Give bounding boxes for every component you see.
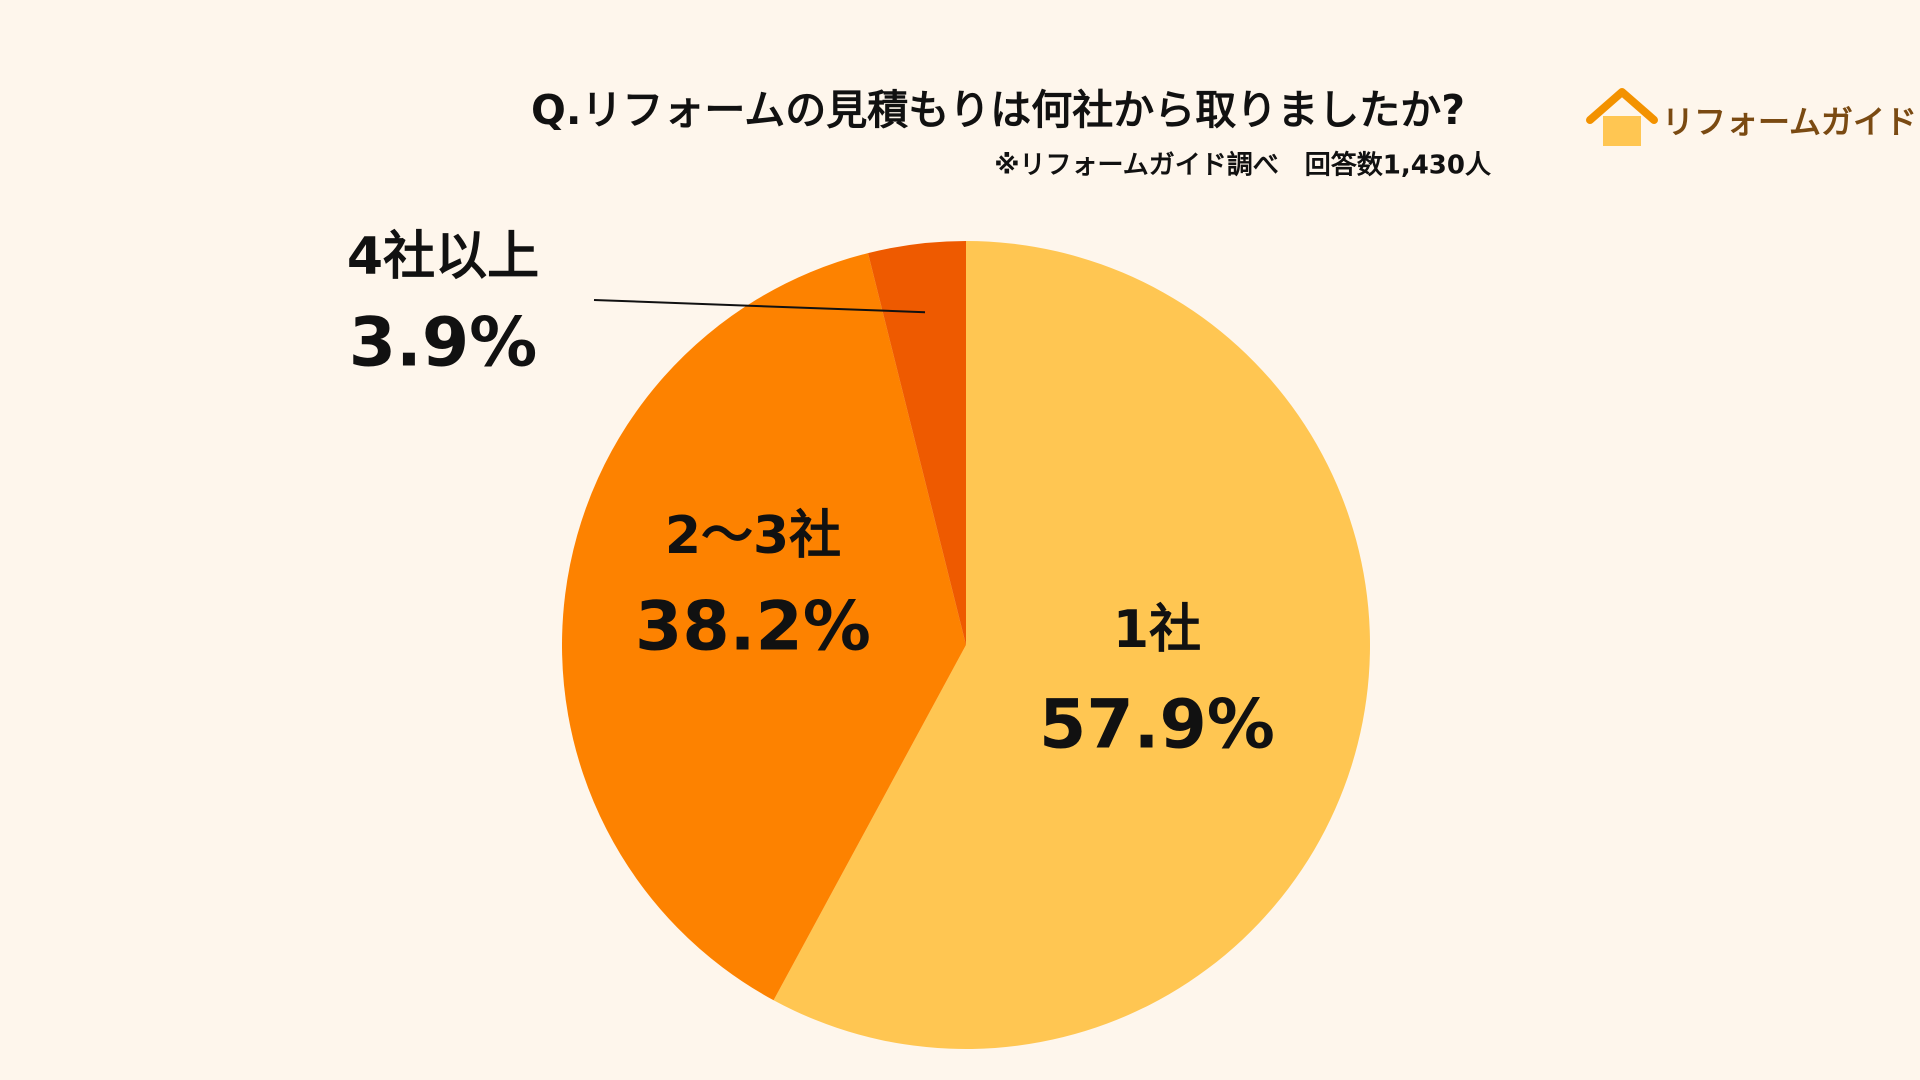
slice-value-label: 3.9% — [349, 304, 538, 383]
slice-category-label: 1社 — [1113, 600, 1201, 660]
slice-category-label: 4社以上 — [347, 227, 539, 287]
chart-subtitle: ※リフォームガイド調べ 回答数1,430人 — [994, 150, 1491, 181]
pie-slice — [773, 241, 1371, 1049]
slice-value-label: 57.9% — [1039, 686, 1275, 765]
logo-house — [1603, 116, 1641, 146]
logo: リフォームガイド — [1586, 88, 1917, 146]
leader-line — [593, 299, 926, 314]
pie-slice — [562, 253, 966, 1001]
logo-text: リフォームガイド — [1662, 103, 1917, 141]
slice-category-label: 2〜3社 — [665, 506, 841, 566]
pie-slice — [867, 241, 966, 645]
logo-roof — [1586, 88, 1658, 124]
chart-title: Q.リフォームの見積もりは何社から取りましたか? — [531, 86, 1465, 134]
slice-value-label: 38.2% — [635, 588, 871, 667]
